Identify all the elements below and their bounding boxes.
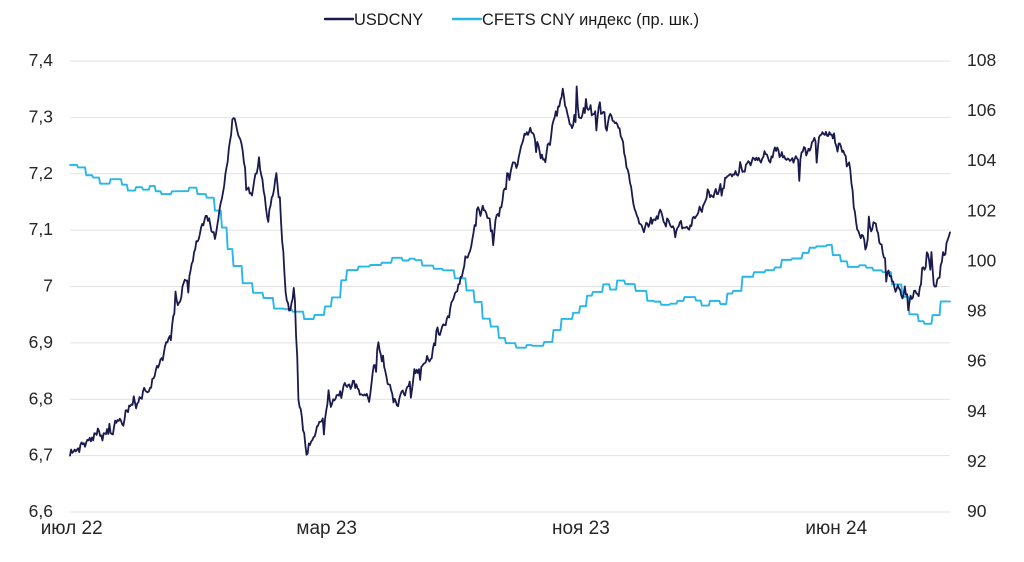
svg-text:108: 108 <box>967 50 996 70</box>
svg-text:июн 24: июн 24 <box>805 518 867 539</box>
svg-text:94: 94 <box>967 401 987 421</box>
svg-text:CFETS CNY индекс (пр. шк.): CFETS CNY индекс (пр. шк.) <box>482 11 699 29</box>
svg-text:6,9: 6,9 <box>29 332 53 352</box>
svg-text:6,8: 6,8 <box>29 388 53 408</box>
svg-text:104: 104 <box>967 150 996 170</box>
svg-text:ноя 23: ноя 23 <box>552 518 610 539</box>
svg-text:100: 100 <box>967 250 996 270</box>
svg-text:7,1: 7,1 <box>29 219 53 239</box>
svg-text:USDCNY: USDCNY <box>354 11 423 29</box>
svg-text:7: 7 <box>43 276 53 296</box>
svg-text:92: 92 <box>967 451 986 471</box>
svg-text:90: 90 <box>967 501 987 521</box>
svg-text:6,7: 6,7 <box>29 445 53 465</box>
svg-text:7,3: 7,3 <box>29 106 53 126</box>
svg-text:96: 96 <box>967 351 986 371</box>
svg-text:7,4: 7,4 <box>29 50 54 70</box>
svg-text:мар 23: мар 23 <box>296 518 357 539</box>
svg-text:июл 22: июл 22 <box>41 518 103 539</box>
svg-text:106: 106 <box>967 100 996 120</box>
svg-text:7,2: 7,2 <box>29 163 53 183</box>
svg-text:98: 98 <box>967 301 986 321</box>
svg-text:102: 102 <box>967 200 996 220</box>
